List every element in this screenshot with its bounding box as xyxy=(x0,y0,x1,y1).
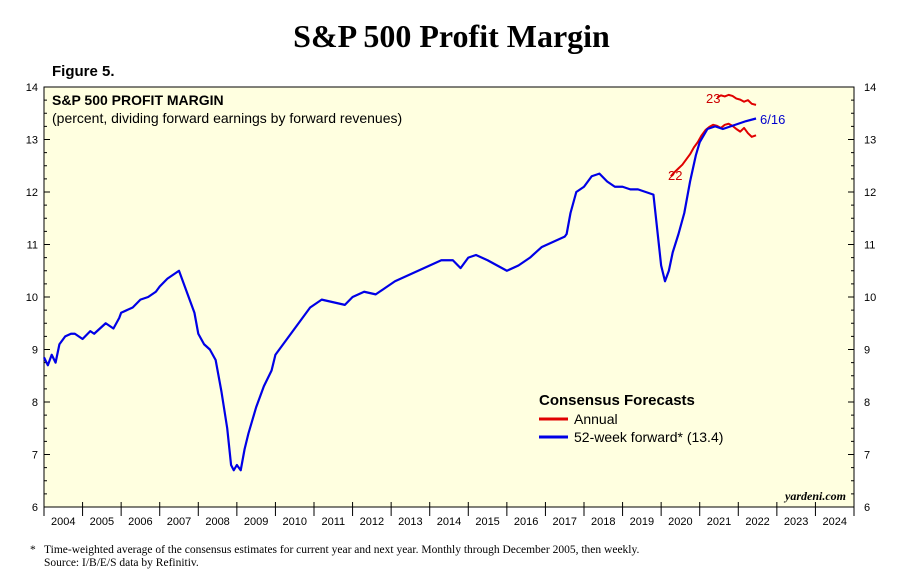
x-tick-label: 2023 xyxy=(784,516,808,528)
y-tick-label-left: 7 xyxy=(32,450,38,462)
legend-title: Consensus Forecasts xyxy=(539,392,695,409)
series-line-annual-23 xyxy=(716,93,757,106)
legend: Consensus Forecasts Annual 52-week forwa… xyxy=(539,392,723,445)
chart-title: S&P 500 PROFIT MARGIN xyxy=(52,92,224,108)
y-tick-label-left: 12 xyxy=(26,187,38,199)
y-tick-label-left: 10 xyxy=(26,292,38,304)
y-tick-label-right: 11 xyxy=(864,240,875,252)
figure-label: Figure 5. xyxy=(52,63,115,80)
x-tick-label: 2006 xyxy=(128,516,152,528)
x-tick-label: 2011 xyxy=(321,516,345,528)
footnote: * Time-weighted average of the consensus … xyxy=(30,544,639,570)
x-tick-label: 2007 xyxy=(167,516,191,528)
x-tick-label: 2010 xyxy=(282,516,306,528)
x-tick-label: 2017 xyxy=(552,516,576,528)
series-line-forward xyxy=(43,117,757,472)
y-tick-label-left: 6 xyxy=(32,502,38,514)
footnote-line-1: Time-weighted average of the consensus e… xyxy=(44,544,640,556)
plot-area xyxy=(43,86,855,508)
x-tick-label: 2014 xyxy=(437,516,461,528)
chart-subtitle: (percent, dividing forward earnings by f… xyxy=(52,110,402,126)
x-tick-label: 2012 xyxy=(360,516,384,528)
y-tick-label-right: 12 xyxy=(864,187,876,199)
legend-label-forward: 52-week forward* (13.4) xyxy=(574,429,723,445)
x-tick-label: 2022 xyxy=(745,516,769,528)
x-tick-label: 2024 xyxy=(822,516,846,528)
x-tick-label: 2019 xyxy=(630,516,654,528)
annotation-23: 23 xyxy=(706,91,720,106)
x-tick-label: 2008 xyxy=(205,516,229,528)
x-tick-label: 2015 xyxy=(475,516,499,528)
y-tick-label-right: 13 xyxy=(864,135,876,147)
x-tick-label: 2009 xyxy=(244,516,268,528)
y-tick-label-left: 13 xyxy=(26,135,38,147)
x-tick-label: 2018 xyxy=(591,516,615,528)
y-tick-label-left: 14 xyxy=(26,82,38,94)
x-tick-label: 2016 xyxy=(514,516,538,528)
y-tick-label-right: 9 xyxy=(864,345,870,357)
y-tick-label-left: 8 xyxy=(32,397,38,409)
annotation-last-date: 6/16 xyxy=(760,112,785,127)
y-tick-label-right: 10 xyxy=(864,292,876,304)
y-tick-label-right: 7 xyxy=(864,450,870,462)
footnote-line-2: Source: I/B/E/S data by Refinitiv. xyxy=(44,557,199,569)
y-tick-label-left: 11 xyxy=(27,240,38,252)
series-line-annual-22 xyxy=(670,122,757,177)
x-tick-label: 2021 xyxy=(707,516,731,528)
y-tick-label-right: 8 xyxy=(864,397,870,409)
legend-label-annual: Annual xyxy=(574,411,618,427)
annotation-22: 22 xyxy=(668,168,682,183)
footnote-marker: * xyxy=(30,544,36,556)
y-tick-label-left: 9 xyxy=(32,345,38,357)
x-tick-label: 2013 xyxy=(398,516,422,528)
x-tick-label: 2005 xyxy=(90,516,114,528)
watermark: yardeni.com xyxy=(783,489,846,503)
y-tick-label-right: 14 xyxy=(864,82,876,94)
x-tick-label: 2004 xyxy=(51,516,75,528)
x-tick-label: 2020 xyxy=(668,516,692,528)
page-title: S&P 500 Profit Margin xyxy=(293,18,610,54)
y-tick-label-right: 6 xyxy=(864,502,870,514)
